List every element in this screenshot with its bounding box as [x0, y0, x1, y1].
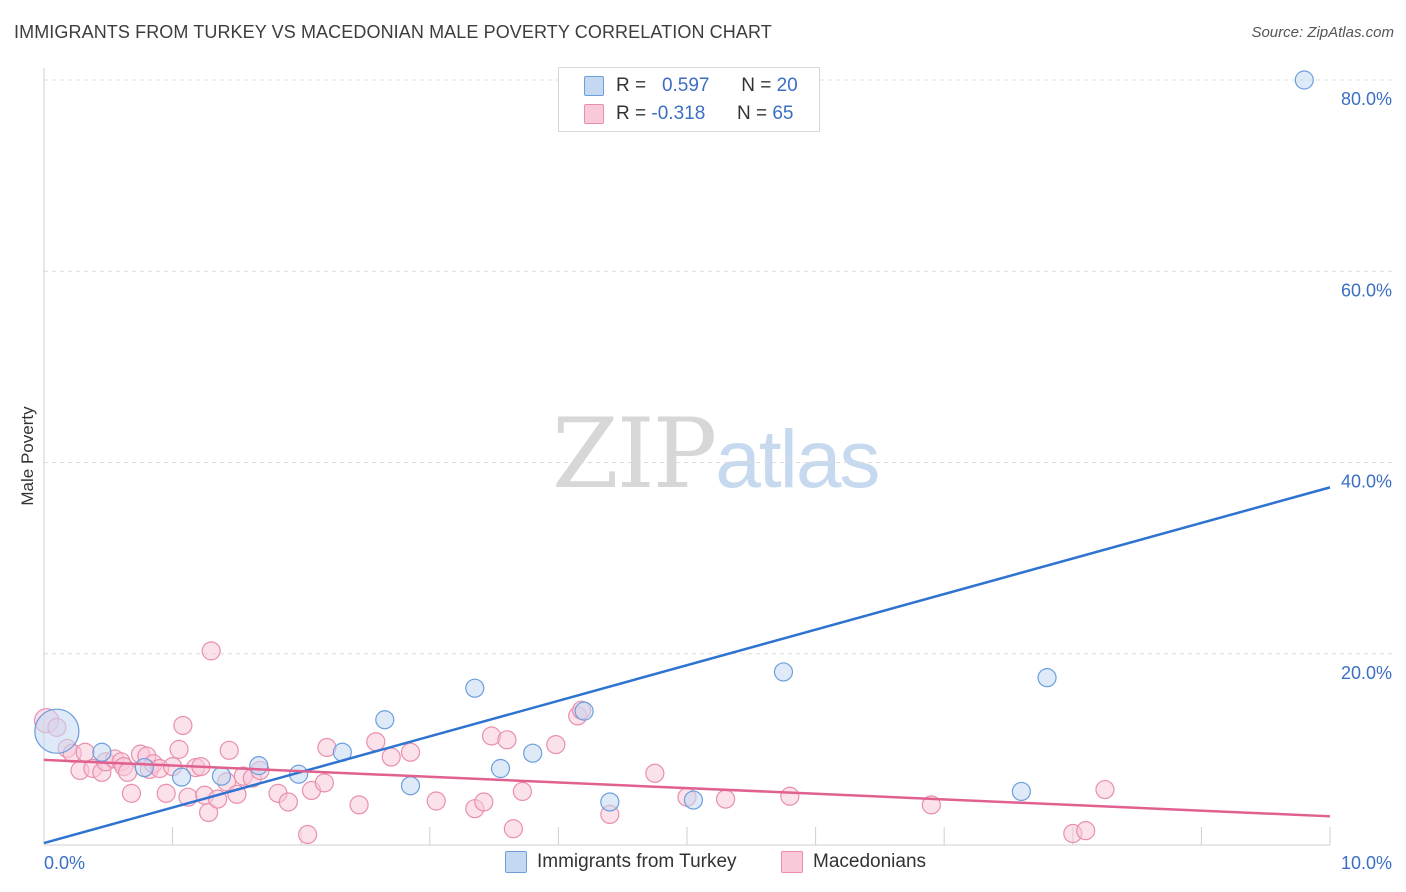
point-macedonians — [1076, 821, 1096, 841]
point-macedonians — [117, 762, 138, 782]
point-macedonians — [400, 742, 421, 762]
source-label: Source: ZipAtlas.com — [1251, 24, 1394, 41]
point-turkey — [249, 756, 269, 776]
point-turkey — [1037, 668, 1057, 688]
legend-r-label: R = — [616, 75, 647, 96]
point-turkey — [375, 710, 395, 730]
point-turkey — [34, 708, 80, 754]
x-tick-label: 0.0% — [44, 853, 85, 873]
series-immigrants-from-turkey — [34, 70, 1314, 812]
point-macedonians — [349, 795, 369, 815]
legend-n-value: 65 — [772, 103, 794, 124]
point-turkey — [600, 792, 620, 812]
point-turkey — [134, 757, 154, 778]
legend-row-turkey: R = 0.597 N = 20 — [584, 73, 798, 99]
point-macedonians — [278, 792, 298, 812]
legend-swatch-pink — [781, 851, 803, 873]
point-turkey — [465, 678, 485, 698]
point-macedonians — [219, 740, 239, 760]
watermark-atlas: atlas — [715, 414, 880, 505]
legend-n-value: 20 — [776, 75, 798, 96]
gridlines — [44, 79, 1392, 655]
point-turkey — [523, 743, 543, 763]
legend-n-label: N = — [741, 75, 772, 96]
point-macedonians — [199, 802, 219, 823]
legend-r-value: 0.597 — [661, 75, 710, 96]
legend-swatch-pink — [584, 104, 604, 124]
point-macedonians — [715, 789, 736, 809]
point-turkey — [172, 767, 192, 787]
point-macedonians — [201, 641, 221, 661]
series-macedonians — [33, 641, 1115, 845]
point-turkey — [773, 662, 794, 682]
y-tick-label: 40.0% — [1341, 472, 1392, 492]
point-macedonians — [921, 795, 941, 815]
y-tick-label: 60.0% — [1341, 280, 1392, 300]
y-tick-label: 20.0% — [1341, 663, 1392, 683]
point-turkey — [574, 701, 594, 721]
point-macedonians — [75, 742, 95, 762]
axes — [43, 68, 1331, 846]
point-turkey — [1294, 70, 1314, 90]
point-macedonians — [780, 786, 800, 806]
legend-swatch-blue — [505, 851, 527, 873]
point-macedonians — [169, 739, 189, 759]
point-turkey — [92, 742, 112, 762]
legend-swatch-blue — [584, 76, 604, 96]
trend-line-turkey — [43, 486, 1331, 845]
trend-line-macedonians — [43, 758, 1331, 818]
legend-label: Macedonians — [813, 851, 927, 872]
legend-r-value: -0.318 — [651, 103, 706, 124]
watermark-zip: ZIP — [552, 398, 717, 510]
point-macedonians — [474, 792, 494, 812]
x-tick-label: 10.0% — [1341, 853, 1392, 873]
point-macedonians — [497, 730, 517, 750]
point-macedonians — [645, 763, 665, 783]
legend-label: Immigrants from Turkey — [537, 851, 737, 872]
point-macedonians — [1095, 779, 1115, 800]
correlation-legend: R = 0.597 N = 20 R = -0.318 N = 65 — [558, 67, 820, 132]
legend-row-macedonians: R = -0.318 N = 65 — [584, 101, 793, 127]
point-macedonians — [503, 819, 523, 839]
tick-labels: 20.0% 40.0% 60.0% 80.0% 0.0% 10.0% — [44, 89, 1392, 873]
bottom-legend-turkey: Immigrants from Turkey — [505, 851, 737, 873]
point-turkey — [400, 776, 421, 796]
point-macedonians — [381, 747, 401, 767]
point-macedonians — [121, 783, 142, 803]
point-turkey — [211, 766, 232, 786]
point-turkey — [490, 758, 511, 779]
y-tick-label: 80.0% — [1341, 89, 1392, 109]
watermark: ZIPatlas — [552, 398, 880, 510]
point-macedonians — [546, 734, 566, 755]
point-macedonians — [173, 715, 193, 736]
legend-n-label: N = — [736, 103, 768, 124]
trend-lines — [43, 486, 1331, 845]
point-macedonians — [314, 773, 334, 793]
chart-title: IMMIGRANTS FROM TURKEY VS MACEDONIAN MAL… — [14, 22, 772, 42]
point-macedonians — [156, 783, 176, 803]
point-turkey — [683, 790, 704, 810]
legend-r-label: R = — [616, 103, 647, 124]
bottom-legend-macedonians: Macedonians — [781, 851, 926, 873]
point-turkey — [1011, 781, 1031, 802]
point-macedonians — [298, 824, 318, 845]
point-macedonians — [426, 791, 446, 811]
point-macedonians — [512, 781, 532, 802]
point-macedonians — [366, 732, 386, 752]
